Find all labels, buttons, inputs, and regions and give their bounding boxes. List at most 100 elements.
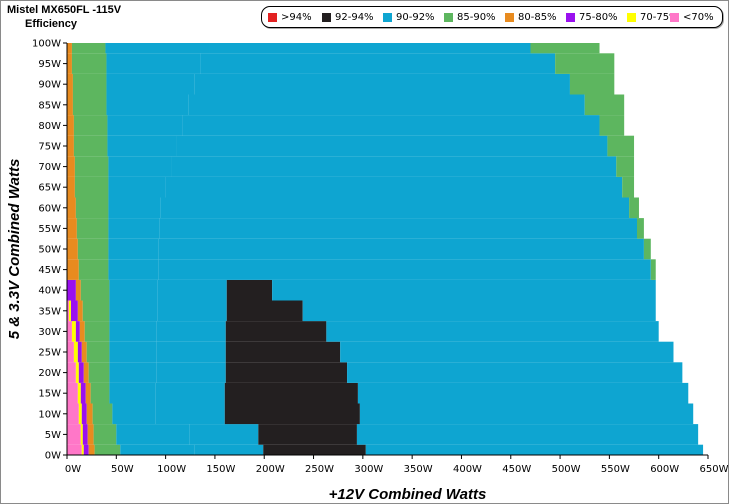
band-green	[94, 444, 121, 455]
x-tick-label: 50W	[111, 464, 134, 475]
band-blue	[340, 341, 674, 363]
y-tick-label: 15W	[38, 389, 61, 400]
y-tick-label: 85W	[38, 100, 61, 111]
band-orange	[83, 362, 89, 383]
band-pink	[67, 403, 79, 425]
band-yellow	[77, 382, 81, 404]
band-blue	[157, 279, 227, 301]
band-orange	[79, 321, 85, 342]
chart-subtitle: Efficiency	[25, 18, 77, 30]
band-blue	[209, 43, 531, 54]
y-tick-label: 35W	[38, 306, 61, 317]
band-blue	[359, 403, 694, 425]
band-green	[84, 321, 110, 342]
band-purple	[83, 444, 89, 455]
band-blue	[112, 403, 156, 425]
band-green-outer	[643, 238, 651, 260]
band-green	[86, 341, 110, 363]
y-tick-label: 25W	[38, 348, 61, 359]
legend-label: 90-92%	[396, 11, 435, 23]
x-tick-label: 300W	[354, 464, 383, 475]
band-orange	[67, 259, 79, 280]
x-tick-label: 600W	[650, 464, 679, 475]
band-green	[75, 197, 109, 219]
legend-label: 85-90%	[457, 11, 496, 23]
band-blue	[156, 341, 226, 363]
y-tick-label: 95W	[38, 59, 61, 70]
legend-label: >94%	[281, 11, 312, 23]
band-orange	[67, 156, 75, 177]
band-green-outer	[584, 94, 625, 116]
band-green-outer	[629, 197, 639, 219]
band-black	[225, 321, 327, 342]
band-blue	[158, 238, 644, 260]
y-tick-label: 10W	[38, 409, 61, 420]
band-green-outer	[530, 43, 600, 54]
band-black	[224, 403, 360, 425]
band-blue	[109, 300, 158, 322]
chart-title: Mistel MX650FL -115V	[7, 4, 122, 16]
x-tick-label: 200W	[256, 464, 285, 475]
y-tick-label: 40W	[38, 286, 61, 297]
band-purple	[78, 362, 84, 383]
band-black	[225, 341, 341, 363]
band-green	[72, 73, 107, 95]
legend-swatch	[566, 12, 575, 22]
legend-swatch	[268, 12, 277, 22]
band-yellow	[81, 444, 84, 455]
band-black	[226, 279, 273, 301]
y-tick-label: 50W	[38, 245, 61, 256]
band-green	[88, 362, 110, 383]
band-blue	[326, 321, 659, 342]
band-blue	[176, 135, 608, 157]
band-pink	[67, 321, 72, 342]
band-blue	[171, 156, 617, 177]
band-blue	[200, 53, 556, 74]
band-blue	[109, 279, 158, 301]
band-blue	[108, 238, 159, 260]
x-tick-label: 400W	[453, 464, 482, 475]
band-pink	[67, 341, 74, 363]
x-tick-label: 150W	[206, 464, 235, 475]
band-purple	[67, 279, 76, 301]
legend-label: <70%	[683, 11, 714, 23]
band-green-outer	[569, 73, 615, 95]
band-blue	[155, 403, 225, 425]
y-tick-label: 60W	[38, 203, 61, 214]
band-orange	[67, 94, 73, 116]
band-blue	[105, 43, 210, 54]
y-tick-label: 55W	[38, 224, 61, 235]
band-blue	[120, 444, 195, 455]
band-orange	[67, 115, 74, 136]
y-axis-title: 5 & 3.3V Combined Watts	[6, 159, 23, 340]
y-tick-label: 65W	[38, 183, 61, 194]
band-purple	[81, 403, 87, 425]
legend-swatch	[444, 12, 453, 22]
band-orange	[77, 300, 83, 322]
band-green-outer	[616, 156, 635, 177]
y-tick-label: 30W	[38, 327, 61, 338]
band-green-outer	[650, 259, 656, 280]
legend-swatch	[383, 12, 392, 22]
band-blue	[109, 341, 157, 363]
y-tick-label: 5W	[45, 430, 61, 441]
band-purple	[77, 341, 82, 363]
band-blue	[107, 135, 177, 157]
band-yellow	[78, 403, 82, 425]
legend-item-gt94: >94%	[268, 10, 312, 24]
band-green	[82, 300, 110, 322]
y-tick-label: 70W	[38, 162, 61, 173]
band-blue	[182, 115, 600, 136]
band-yellow	[68, 300, 71, 322]
x-tick-label: 650W	[700, 464, 728, 475]
band-green-outer	[599, 115, 625, 136]
band-orange	[86, 403, 93, 425]
legend-item-85-90: 85-90%	[444, 10, 496, 24]
band-green	[71, 53, 107, 74]
y-tick-label: 90W	[38, 80, 61, 91]
band-blue	[272, 279, 656, 301]
y-tick-label: 0W	[45, 451, 61, 462]
band-green-outer	[607, 135, 635, 157]
band-green	[80, 279, 110, 301]
